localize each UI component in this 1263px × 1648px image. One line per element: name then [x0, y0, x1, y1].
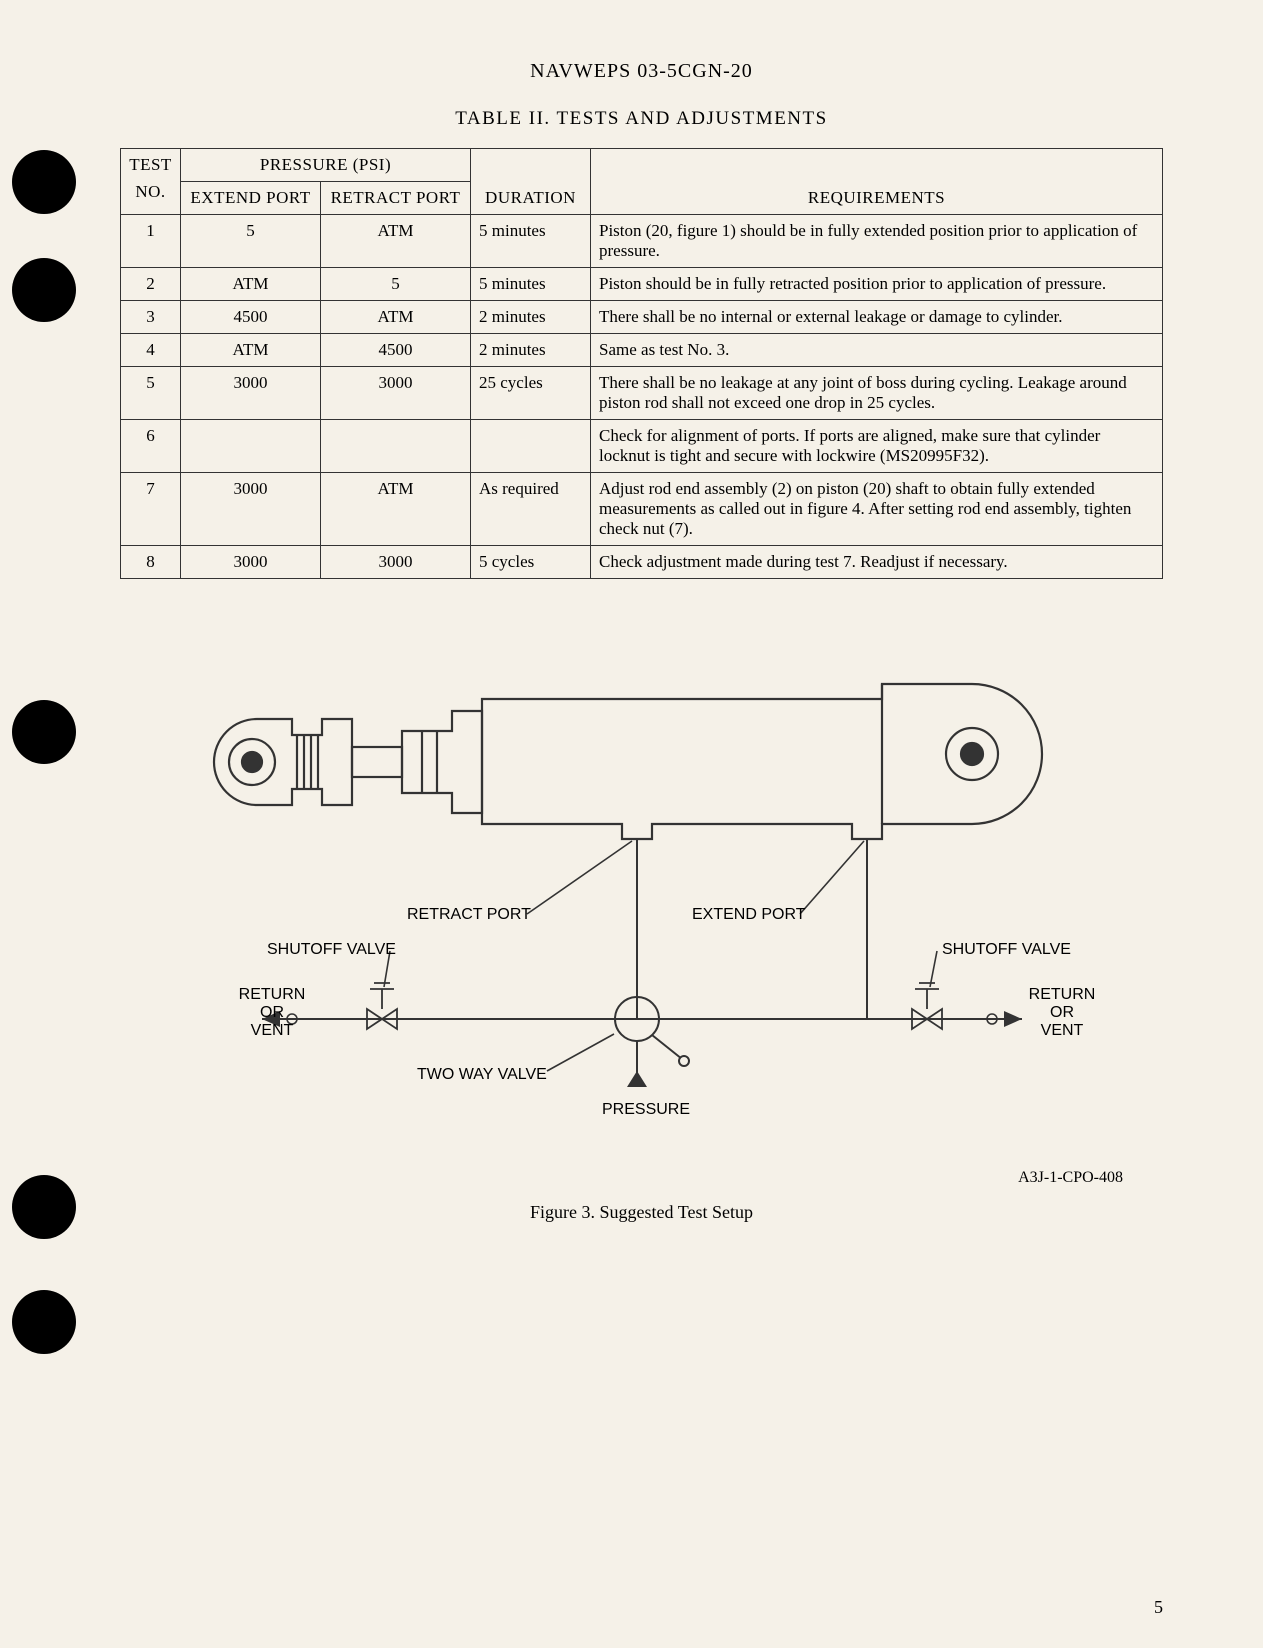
cell-duration: 5 minutes [471, 268, 591, 301]
cell-req: Check for alignment of ports. If ports a… [591, 420, 1163, 473]
cell-req: Piston (20, figure 1) should be in fully… [591, 215, 1163, 268]
cell-testno: 7 [121, 473, 181, 546]
cell-duration: 2 minutes [471, 301, 591, 334]
cell-testno: 4 [121, 334, 181, 367]
th-test-bottom: NO. [121, 182, 181, 215]
cell-duration: 5 cycles [471, 546, 591, 579]
label-return-vent-right-2: OR [1050, 1004, 1074, 1021]
label-return-vent-right-1: RETURN [1028, 986, 1095, 1003]
table-row: 5 3000 3000 25 cycles There shall be no … [121, 367, 1163, 420]
cell-retract: 3000 [321, 367, 471, 420]
label-shutoff-valve-left: SHUTOFF VALVE [267, 941, 396, 958]
page-number: 5 [1154, 1597, 1163, 1618]
cell-duration [471, 420, 591, 473]
cell-testno: 1 [121, 215, 181, 268]
table-title: TABLE II. TESTS AND ADJUSTMENTS [120, 108, 1163, 130]
th-extend: EXTEND PORT [181, 182, 321, 215]
cell-extend: 5 [181, 215, 321, 268]
label-shutoff-valve-right: SHUTOFF VALVE [942, 941, 1071, 958]
cell-extend: 4500 [181, 301, 321, 334]
cell-retract: ATM [321, 215, 471, 268]
label-return-vent-left-1: RETURN [238, 986, 305, 1003]
cell-duration: 2 minutes [471, 334, 591, 367]
th-test-top: TEST [121, 149, 181, 182]
cell-testno: 8 [121, 546, 181, 579]
label-return-vent-right-3: VENT [1040, 1022, 1083, 1039]
table-row: 4 ATM 4500 2 minutes Same as test No. 3. [121, 334, 1163, 367]
cell-req: Same as test No. 3. [591, 334, 1163, 367]
cell-extend [181, 420, 321, 473]
cell-extend: 3000 [181, 546, 321, 579]
label-two-way-valve: TWO WAY VALVE [417, 1066, 547, 1083]
cell-extend: ATM [181, 268, 321, 301]
cell-retract: 4500 [321, 334, 471, 367]
table-row: 7 3000 ATM As required Adjust rod end as… [121, 473, 1163, 546]
cell-duration: As required [471, 473, 591, 546]
cell-req: There shall be no internal or external l… [591, 301, 1163, 334]
th-pressure: PRESSURE (PSI) [181, 149, 471, 182]
figure-container: RETRACT PORT EXTEND PORT SHUTOFF VALVE [120, 639, 1163, 1223]
th-requirements: REQUIREMENTS [591, 149, 1163, 215]
binder-hole [12, 1175, 76, 1239]
th-retract: RETRACT PORT [321, 182, 471, 215]
table-row: 1 5 ATM 5 minutes Piston (20, figure 1) … [121, 215, 1163, 268]
cell-retract: 5 [321, 268, 471, 301]
label-extend-port: EXTEND PORT [692, 906, 806, 923]
cell-testno: 3 [121, 301, 181, 334]
binder-hole [12, 150, 76, 214]
th-duration: DURATION [471, 149, 591, 215]
cell-testno: 6 [121, 420, 181, 473]
binder-hole [12, 700, 76, 764]
binder-hole [12, 1290, 76, 1354]
cell-testno: 2 [121, 268, 181, 301]
table-row: 6 Check for alignment of ports. If ports… [121, 420, 1163, 473]
cell-duration: 5 minutes [471, 215, 591, 268]
cell-retract: ATM [321, 473, 471, 546]
table-row: 2 ATM 5 5 minutes Piston should be in fu… [121, 268, 1163, 301]
arrow-right-icon [1004, 1011, 1022, 1027]
cell-retract [321, 420, 471, 473]
cell-testno: 5 [121, 367, 181, 420]
tests-adjustments-table: TEST PRESSURE (PSI) DURATION REQUIREMENT… [120, 148, 1163, 579]
label-return-vent-left-3: VENT [250, 1022, 293, 1039]
cell-extend: 3000 [181, 367, 321, 420]
binder-hole [12, 258, 76, 322]
figure-caption: Figure 3. Suggested Test Setup [120, 1202, 1163, 1223]
document-id-header: NAVWEPS 03-5CGN-20 [120, 60, 1163, 83]
label-pressure: PRESSURE [602, 1101, 690, 1118]
cell-extend: ATM [181, 334, 321, 367]
label-retract-port: RETRACT PORT [407, 906, 531, 923]
cell-req: There shall be no leakage at any joint o… [591, 367, 1163, 420]
table-row: 8 3000 3000 5 cycles Check adjustment ma… [121, 546, 1163, 579]
figure-reference: A3J-1-CPO-408 [120, 1169, 1163, 1187]
cell-extend: 3000 [181, 473, 321, 546]
cell-duration: 25 cycles [471, 367, 591, 420]
cell-req: Piston should be in fully retracted posi… [591, 268, 1163, 301]
table-row: 3 4500 ATM 2 minutes There shall be no i… [121, 301, 1163, 334]
cell-retract: 3000 [321, 546, 471, 579]
cell-req: Adjust rod end assembly (2) on piston (2… [591, 473, 1163, 546]
cell-retract: ATM [321, 301, 471, 334]
label-return-vent-left-2: OR [260, 1004, 284, 1021]
cell-req: Check adjustment made during test 7. Rea… [591, 546, 1163, 579]
test-setup-diagram: RETRACT PORT EXTEND PORT SHUTOFF VALVE [152, 639, 1132, 1159]
